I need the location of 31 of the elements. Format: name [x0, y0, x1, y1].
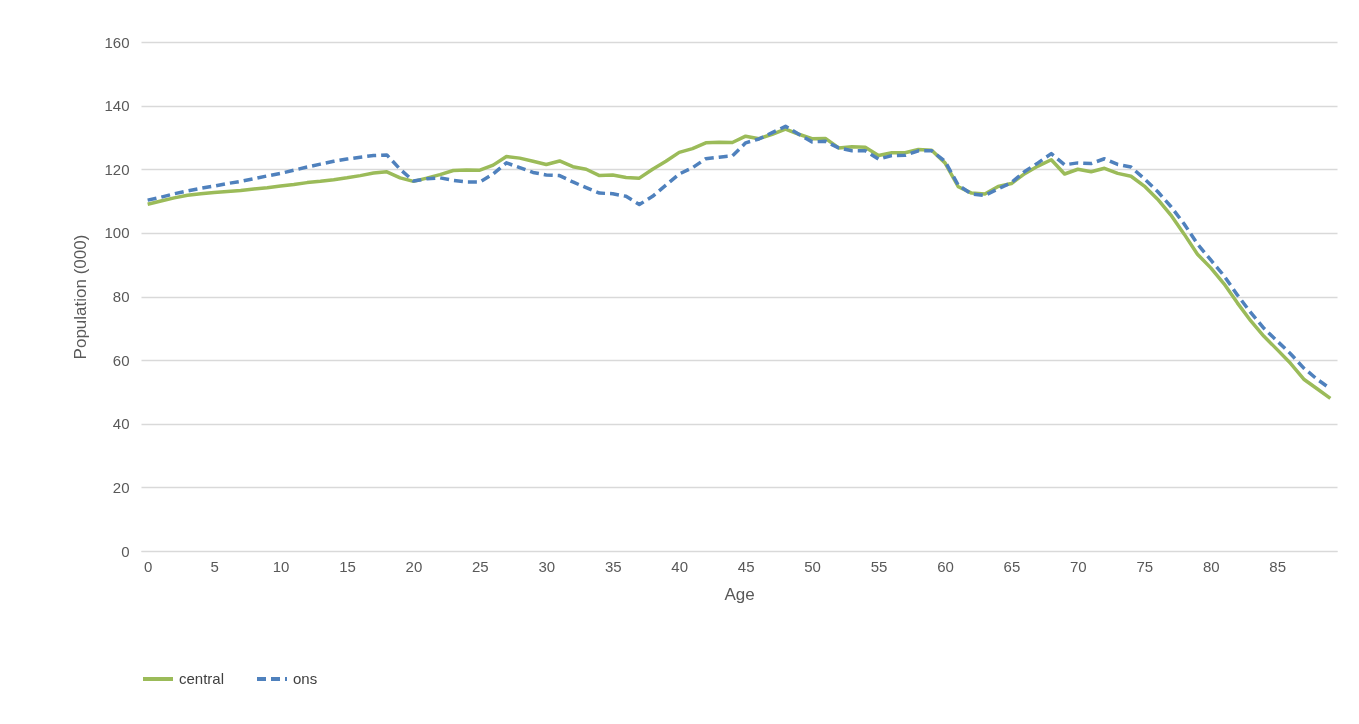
y-tick-label: 100 [104, 224, 130, 242]
x-tick-label: 55 [870, 557, 888, 575]
x-tick-label: 15 [339, 557, 356, 575]
x-axis-title: Age [724, 584, 755, 604]
y-tick-label: 40 [112, 415, 130, 433]
x-tick-label: 45 [737, 557, 755, 575]
legend-label: central [179, 670, 225, 687]
x-tick-label: 30 [538, 557, 556, 575]
x-tick-label: 80 [1202, 557, 1220, 575]
x-tick-label: 50 [804, 557, 821, 575]
x-tick-label: 65 [1003, 557, 1021, 575]
x-tick-label: 0 [143, 557, 153, 575]
x-tick-label: 85 [1269, 557, 1287, 575]
y-tick-label: 160 [104, 33, 130, 51]
x-tick-label: 5 [210, 557, 219, 575]
y-tick-label: 140 [104, 97, 130, 115]
x-tick-label: 10 [272, 557, 290, 575]
x-tick-label: 25 [472, 557, 489, 575]
x-tick-label: 35 [604, 557, 622, 575]
y-tick-label: 60 [112, 351, 130, 369]
x-tick-label: 60 [937, 557, 954, 575]
x-tick-label: 40 [671, 557, 689, 575]
y-tick-label: 120 [104, 160, 130, 178]
y-tick-label: 0 [121, 542, 130, 560]
x-tick-label: 70 [1070, 557, 1087, 575]
x-tick-label: 75 [1136, 557, 1154, 575]
legend-label: ons [293, 670, 318, 687]
y-tick-label: 20 [112, 478, 130, 496]
y-tick-label: 80 [112, 288, 130, 305]
x-tick-label: 20 [405, 557, 423, 575]
y-axis-title: Population (000) [71, 234, 91, 360]
